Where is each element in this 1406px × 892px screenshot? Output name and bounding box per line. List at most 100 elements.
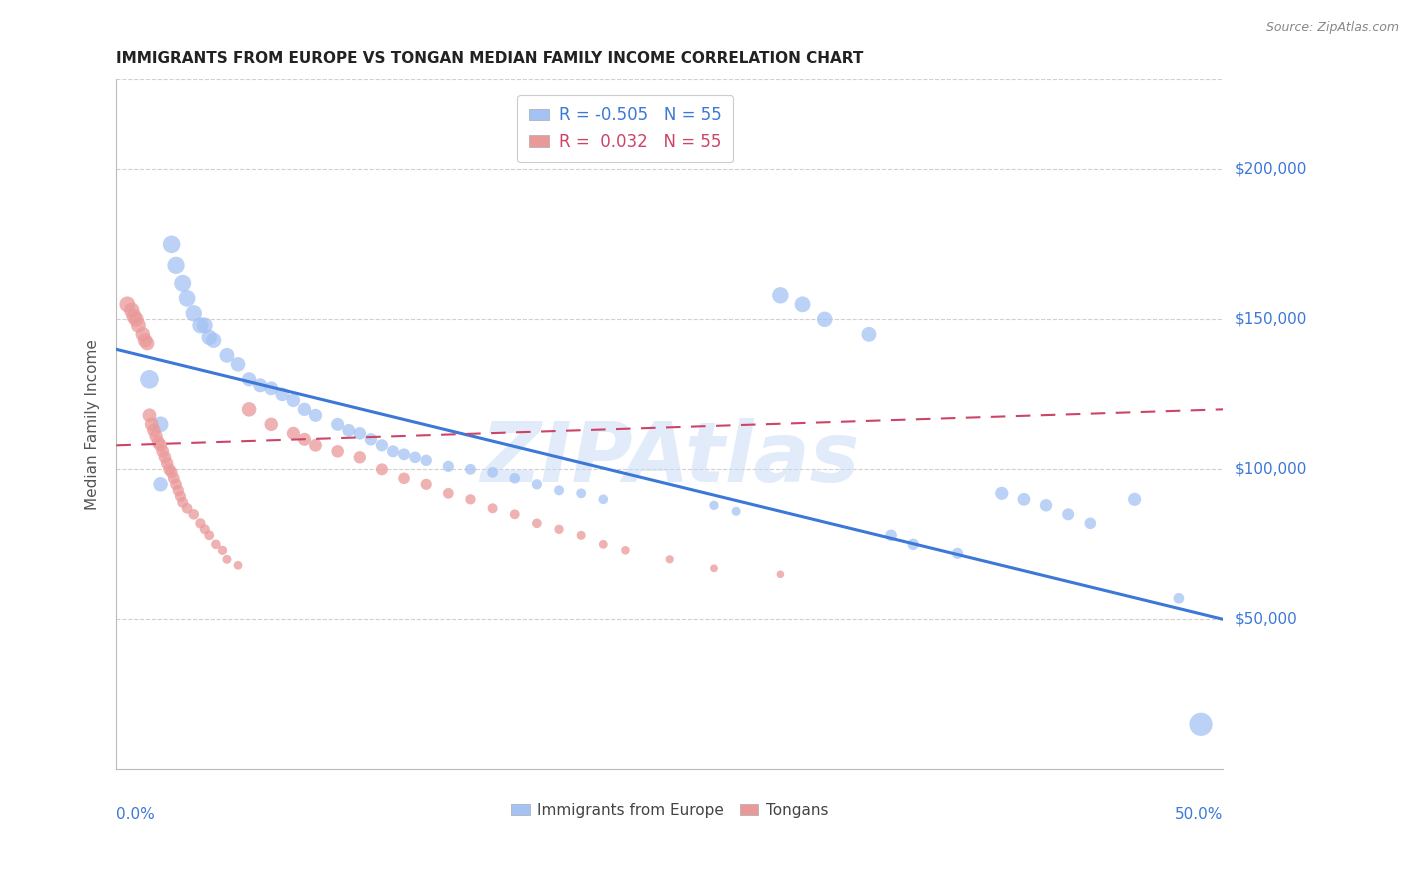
Point bbox=[132, 327, 155, 342]
Point bbox=[814, 312, 837, 326]
Point bbox=[202, 334, 225, 348]
Point bbox=[172, 495, 194, 509]
Point bbox=[460, 462, 482, 476]
Point bbox=[157, 462, 180, 476]
Point bbox=[792, 297, 814, 311]
Point bbox=[238, 402, 260, 417]
Point bbox=[117, 297, 139, 311]
Point bbox=[176, 291, 198, 305]
Point bbox=[1167, 591, 1189, 606]
Point bbox=[160, 466, 183, 480]
Text: $100,000: $100,000 bbox=[1234, 462, 1306, 477]
Point bbox=[304, 438, 326, 452]
Point bbox=[1123, 492, 1146, 507]
Point bbox=[1078, 516, 1101, 531]
Point bbox=[205, 537, 228, 551]
Point bbox=[858, 327, 880, 342]
Point bbox=[125, 312, 148, 326]
Point bbox=[249, 378, 271, 392]
Point bbox=[190, 318, 212, 333]
Point bbox=[160, 237, 183, 252]
Point bbox=[337, 423, 360, 437]
Point bbox=[1012, 492, 1035, 507]
Point bbox=[548, 483, 571, 498]
Point bbox=[360, 433, 382, 447]
Point bbox=[148, 435, 170, 450]
Legend: Immigrants from Europe, Tongans: Immigrants from Europe, Tongans bbox=[505, 797, 834, 823]
Point bbox=[134, 334, 156, 348]
Point bbox=[503, 508, 526, 522]
Text: $150,000: $150,000 bbox=[1234, 312, 1306, 326]
Point bbox=[703, 499, 725, 513]
Point bbox=[991, 486, 1014, 500]
Point bbox=[141, 417, 163, 432]
Point bbox=[326, 417, 349, 432]
Point bbox=[165, 477, 187, 491]
Point bbox=[198, 330, 221, 344]
Point bbox=[149, 477, 172, 491]
Point bbox=[392, 471, 415, 485]
Point bbox=[326, 444, 349, 458]
Point bbox=[283, 393, 305, 408]
Point bbox=[769, 288, 792, 302]
Point bbox=[304, 409, 326, 423]
Point bbox=[226, 357, 249, 371]
Point bbox=[149, 438, 172, 452]
Point bbox=[215, 552, 238, 566]
Point bbox=[592, 537, 614, 551]
Point bbox=[142, 423, 165, 437]
Point bbox=[238, 372, 260, 386]
Point bbox=[569, 486, 592, 500]
Point bbox=[392, 447, 415, 461]
Text: $200,000: $200,000 bbox=[1234, 161, 1306, 177]
Point bbox=[946, 546, 969, 560]
Point bbox=[526, 477, 548, 491]
Point bbox=[903, 537, 925, 551]
Point bbox=[1035, 499, 1057, 513]
Point bbox=[415, 453, 437, 467]
Point bbox=[437, 459, 460, 474]
Point bbox=[127, 318, 149, 333]
Text: Source: ZipAtlas.com: Source: ZipAtlas.com bbox=[1265, 21, 1399, 34]
Point bbox=[283, 426, 305, 441]
Point bbox=[592, 492, 614, 507]
Point bbox=[769, 567, 792, 582]
Point bbox=[294, 433, 316, 447]
Point bbox=[194, 522, 217, 536]
Point bbox=[349, 450, 371, 465]
Point bbox=[503, 471, 526, 485]
Point bbox=[183, 508, 205, 522]
Point bbox=[149, 417, 172, 432]
Point bbox=[371, 462, 394, 476]
Point bbox=[136, 336, 159, 351]
Point bbox=[156, 456, 179, 470]
Point bbox=[460, 492, 482, 507]
Point bbox=[415, 477, 437, 491]
Point bbox=[145, 429, 167, 443]
Point bbox=[404, 450, 426, 465]
Point bbox=[152, 444, 174, 458]
Point bbox=[658, 552, 681, 566]
Point bbox=[614, 543, 637, 558]
Point bbox=[382, 444, 405, 458]
Point bbox=[163, 471, 186, 485]
Point bbox=[183, 306, 205, 320]
Point bbox=[1057, 508, 1080, 522]
Point bbox=[165, 258, 187, 272]
Point bbox=[526, 516, 548, 531]
Point bbox=[548, 522, 571, 536]
Point bbox=[194, 318, 217, 333]
Point bbox=[703, 561, 725, 575]
Text: 50.0%: 50.0% bbox=[1175, 807, 1223, 822]
Point bbox=[481, 466, 503, 480]
Point bbox=[1189, 717, 1212, 731]
Text: 0.0%: 0.0% bbox=[117, 807, 155, 822]
Point bbox=[122, 310, 145, 324]
Point bbox=[260, 417, 283, 432]
Y-axis label: Median Family Income: Median Family Income bbox=[86, 339, 100, 509]
Point bbox=[198, 528, 221, 542]
Point bbox=[371, 438, 394, 452]
Point bbox=[121, 303, 143, 318]
Point bbox=[437, 486, 460, 500]
Point bbox=[138, 372, 160, 386]
